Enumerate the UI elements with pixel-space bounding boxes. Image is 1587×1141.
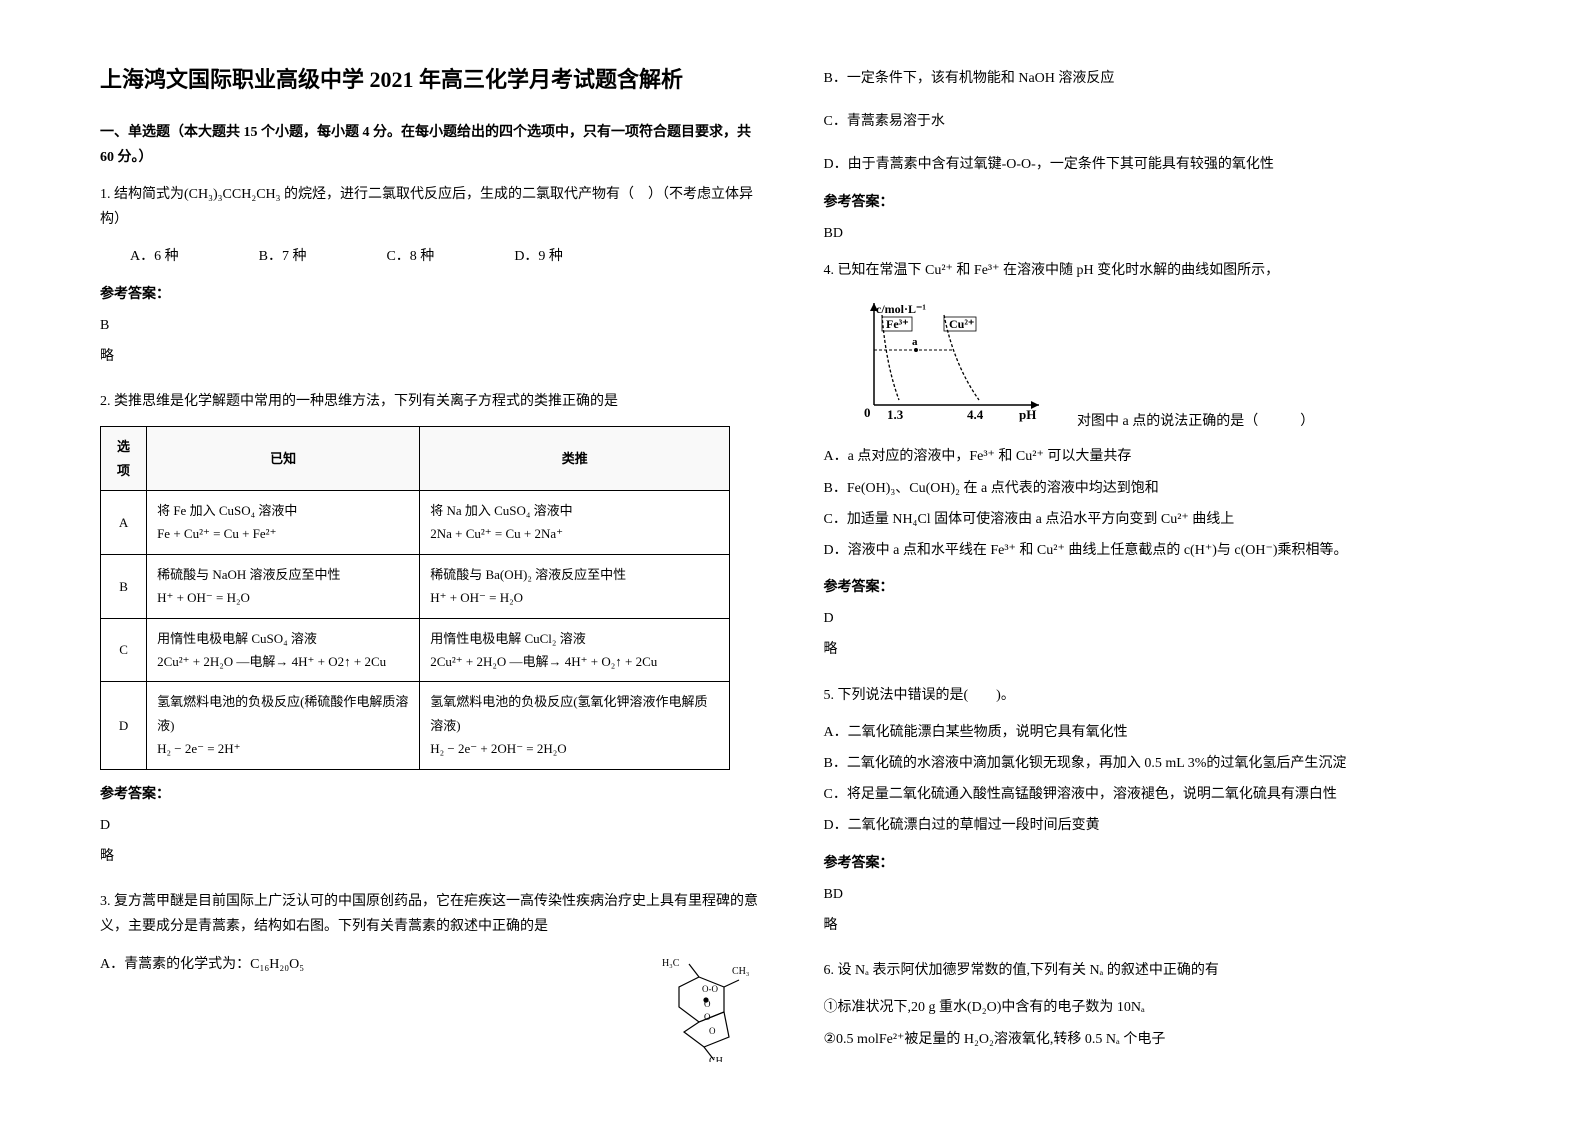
cell-analogy: 稀硫酸与 Ba(OH)₂ 溶液反应至中性 H⁺ + OH⁻ = H₂O: [420, 554, 730, 618]
svg-text:H₃C: H₃C: [662, 958, 680, 969]
graph-fe-label: Fe³⁺: [886, 317, 909, 331]
q3-optD: D．由于青蒿素中含有过氧键-O-O-，一定条件下其可能具有较强的氧化性: [824, 152, 1488, 177]
q5-note: 略: [824, 913, 1488, 938]
cell-opt: C: [101, 618, 147, 682]
graph-x1: 1.3: [887, 407, 904, 422]
q1-optA: A．6 种: [130, 244, 179, 269]
cell-analogy: 用惰性电极电解 CuCl₂ 溶液 2Cu²⁺ + 2H₂O —电解→ 4H⁺ +…: [420, 618, 730, 682]
right-column: B．一定条件下，该有机物能和 NaOH 溶液反应 C．青蒿素易溶于水 D．由于青…: [824, 60, 1488, 1081]
q6-line1: ①标准状况下,20 g 重水(D₂O)中含有的电子数为 10Nₐ: [824, 995, 1488, 1020]
cell-opt: A: [101, 491, 147, 555]
q5-text: 5. 下列说法中错误的是( )。: [824, 683, 1488, 708]
q3-optC: C．青蒿素易溶于水: [824, 109, 1488, 134]
q3: 3. 复方蒿甲醚是目前国际上广泛认可的中国原创药品，它在疟疾这一高传染性疾病治疗…: [100, 889, 764, 977]
svg-text:O-O: O-O: [702, 984, 718, 994]
q5-optA: A．二氧化硫能漂白某些物质，说明它具有氧化性: [824, 720, 1488, 745]
q3-text: 3. 复方蒿甲醚是目前国际上广泛认可的中国原创药品，它在疟疾这一高传染性疾病治疗…: [100, 889, 764, 939]
th-opt: 选项: [101, 427, 147, 491]
q6-text: 6. 设 Nₐ 表示阿伏加德罗常数的值,下列有关 Nₐ 的叙述中正确的有: [824, 958, 1488, 983]
svg-text:O: O: [709, 1026, 716, 1036]
svg-text:CH₃: CH₃: [732, 966, 749, 977]
q1-optD: D．9 种: [514, 244, 563, 269]
graph-xaxis: pH: [1019, 407, 1036, 422]
q5-answer: BD: [824, 882, 1488, 907]
q1: 1. 结构简式为(CH₃)₃CCH₂CH₃ 的烷烃，进行二氯取代反应后，生成的二…: [100, 182, 764, 369]
graph-origin: 0: [864, 405, 871, 420]
q4-graph: c/mol·L⁻¹ Fe³⁺ Cu²⁺ a 0 1.3 4.4 pH 对图中 a…: [854, 295, 1488, 434]
q2-text: 2. 类推思维是化学解题中常用的一种思维方法，下列有关离子方程式的类推正确的是: [100, 389, 764, 414]
table-row: B 稀硫酸与 NaOH 溶液反应至中性 H⁺ + OH⁻ = H₂O 稀硫酸与 …: [101, 554, 730, 618]
q5: 5. 下列说法中错误的是( )。 A．二氧化硫能漂白某些物质，说明它具有氧化性 …: [824, 683, 1488, 939]
q1-answer: B: [100, 313, 764, 338]
q1-answer-label: 参考答案：: [100, 282, 764, 307]
cell-analogy: 将 Na 加入 CuSO₄ 溶液中 2Na + Cu²⁺ = Cu + 2Na⁺: [420, 491, 730, 555]
cell-opt: B: [101, 554, 147, 618]
q4-optC: C．加适量 NH₄Cl 固体可使溶液由 a 点沿水平方向变到 Cu²⁺ 曲线上: [824, 507, 1488, 532]
q1-optC: C．8 种: [386, 244, 434, 269]
q5-optB: B．二氧化硫的水溶液中滴加氯化钡无现象，再加入 0.5 mL 3%的过氧化氢后产…: [824, 751, 1488, 776]
q1-options: A．6 种 B．7 种 C．8 种 D．9 种: [100, 244, 764, 269]
q1-text: 1. 结构简式为(CH₃)₃CCH₂CH₃ 的烷烃，进行二氯取代反应后，生成的二…: [100, 182, 764, 232]
graph-cu-label: Cu²⁺: [949, 317, 974, 331]
q4-text: 4. 已知在常温下 Cu²⁺ 和 Fe³⁺ 在溶液中随 pH 变化时水解的曲线如…: [824, 258, 1488, 283]
q5-optD: D．二氧化硫漂白过的草帽过一段时间后变黄: [824, 813, 1488, 838]
cell-known: 用惰性电极电解 CuSO₄ 溶液 2Cu²⁺ + 2H₂O —电解→ 4H⁺ +…: [147, 618, 420, 682]
q1-note: 略: [100, 344, 764, 369]
table-row: A 将 Fe 加入 CuSO₄ 溶液中 Fe + Cu²⁺ = Cu + Fe²…: [101, 491, 730, 555]
table-row: D 氢氧燃料电池的负极反应(稀硫酸作电解质溶液) H₂ − 2e⁻ = 2H⁺ …: [101, 682, 730, 769]
table-row: C 用惰性电极电解 CuSO₄ 溶液 2Cu²⁺ + 2H₂O —电解→ 4H⁺…: [101, 618, 730, 682]
q4-optD: D．溶液中 a 点和水平线在 Fe³⁺ 和 Cu²⁺ 曲线上任意截点的 c(H⁺…: [824, 538, 1488, 563]
graph-ylabel: c/mol·L⁻¹: [876, 302, 926, 316]
cell-analogy: 氢氧燃料电池的负极反应(氢氧化钾溶液作电解质溶液) H₂ − 2e⁻ + 2OH…: [420, 682, 730, 769]
svg-text:O: O: [704, 1012, 711, 1022]
cell-known: 氢氧燃料电池的负极反应(稀硫酸作电解质溶液) H₂ − 2e⁻ = 2H⁺: [147, 682, 420, 769]
q5-optC: C．将足量二氧化硫通入酸性高锰酸钾溶液中，溶液褪色，说明二氧化硫具有漂白性: [824, 782, 1488, 807]
q4-optA: A．a 点对应的溶液中，Fe³⁺ 和 Cu²⁺ 可以大量共存: [824, 444, 1488, 469]
q6-line2: ②0.5 molFe²⁺被足量的 H₂O₂溶液氧化,转移 0.5 Nₐ 个电子: [824, 1027, 1488, 1052]
q4-optB: B．Fe(OH)₃、Cu(OH)₂ 在 a 点代表的溶液中均达到饱和: [824, 476, 1488, 501]
q4-graph-suffix: 对图中 a 点的说法正确的是（ ）: [1077, 414, 1314, 429]
q4: 4. 已知在常温下 Cu²⁺ 和 Fe³⁺ 在溶液中随 pH 变化时水解的曲线如…: [824, 258, 1488, 663]
svg-text:CH₃: CH₃: [709, 1056, 726, 1062]
q2-answer-label: 参考答案：: [100, 782, 764, 807]
cell-known: 稀硫酸与 NaOH 溶液反应至中性 H⁺ + OH⁻ = H₂O: [147, 554, 420, 618]
q4-answer-label: 参考答案：: [824, 575, 1488, 600]
q3-answer-label: 参考答案：: [824, 190, 1488, 215]
svg-text:O: O: [704, 999, 711, 1009]
graph-a-label: a: [912, 336, 918, 348]
q3-answer: BD: [824, 221, 1488, 246]
th-analogy: 类推: [420, 427, 730, 491]
molecule-icon: CH₃ H₃C CH₃ O-O O O O: [654, 952, 754, 1071]
left-column: 上海鸿文国际职业高级中学 2021 年高三化学月考试题含解析 一、单选题（本大题…: [100, 60, 764, 1081]
page-title: 上海鸿文国际职业高级中学 2021 年高三化学月考试题含解析: [100, 60, 764, 100]
q1-optB: B．7 种: [259, 244, 307, 269]
q3-optB: B．一定条件下，该有机物能和 NaOH 溶液反应: [824, 66, 1488, 91]
graph-x2: 4.4: [967, 407, 984, 422]
q4-answer: D: [824, 606, 1488, 631]
q2: 2. 类推思维是化学解题中常用的一种思维方法，下列有关离子方程式的类推正确的是 …: [100, 389, 764, 869]
q4-note: 略: [824, 637, 1488, 662]
q5-answer-label: 参考答案：: [824, 851, 1488, 876]
q6: 6. 设 Nₐ 表示阿伏加德罗常数的值,下列有关 Nₐ 的叙述中正确的有 ①标准…: [824, 958, 1488, 1052]
cell-known: 将 Fe 加入 CuSO₄ 溶液中 Fe + Cu²⁺ = Cu + Fe²⁺: [147, 491, 420, 555]
q2-answer: D: [100, 813, 764, 838]
q2-note: 略: [100, 844, 764, 869]
section-header: 一、单选题（本大题共 15 个小题，每小题 4 分。在每小题给出的四个选项中，只…: [100, 120, 764, 170]
q2-table: 选项 已知 类推 A 将 Fe 加入 CuSO₄ 溶液中 Fe + Cu²⁺ =…: [100, 426, 730, 769]
th-known: 已知: [147, 427, 420, 491]
table-header-row: 选项 已知 类推: [101, 427, 730, 491]
cell-opt: D: [101, 682, 147, 769]
